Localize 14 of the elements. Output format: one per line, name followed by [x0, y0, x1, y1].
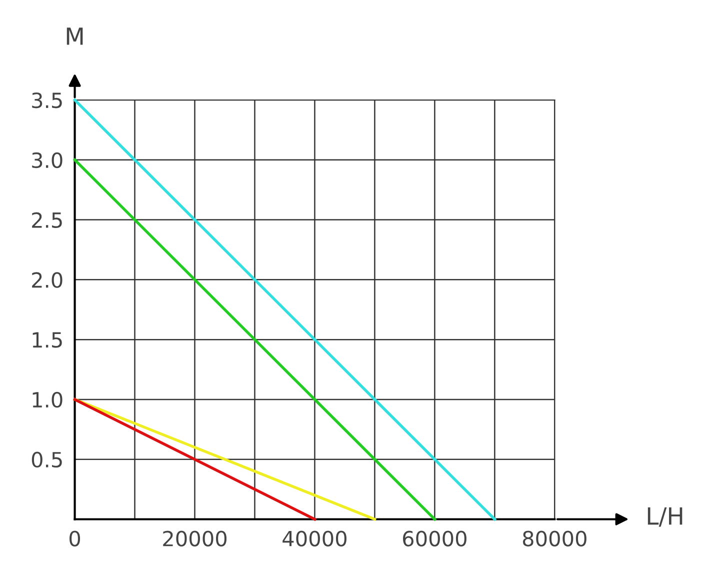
x-tick-label: 40000	[282, 530, 346, 546]
y-tick-label: 2.0	[32, 272, 62, 288]
x-tick-label: 0	[70, 530, 80, 546]
x-tick-label: 80000	[522, 530, 586, 546]
y-tick-label: 3.5	[32, 92, 62, 108]
x-tick-label: 60000	[403, 530, 466, 546]
y-tick-label: 0.5	[32, 452, 62, 468]
y-tick-label: 1.5	[32, 332, 62, 348]
y-tick-label: 3.0	[32, 152, 62, 168]
y-tick-label: 2.5	[32, 212, 62, 228]
x-axis-title: L/H	[648, 507, 682, 527]
y-axis-title: M	[66, 28, 83, 45]
x-tick-label: 20000	[163, 530, 226, 546]
y-tick-label: 1.0	[32, 392, 62, 408]
